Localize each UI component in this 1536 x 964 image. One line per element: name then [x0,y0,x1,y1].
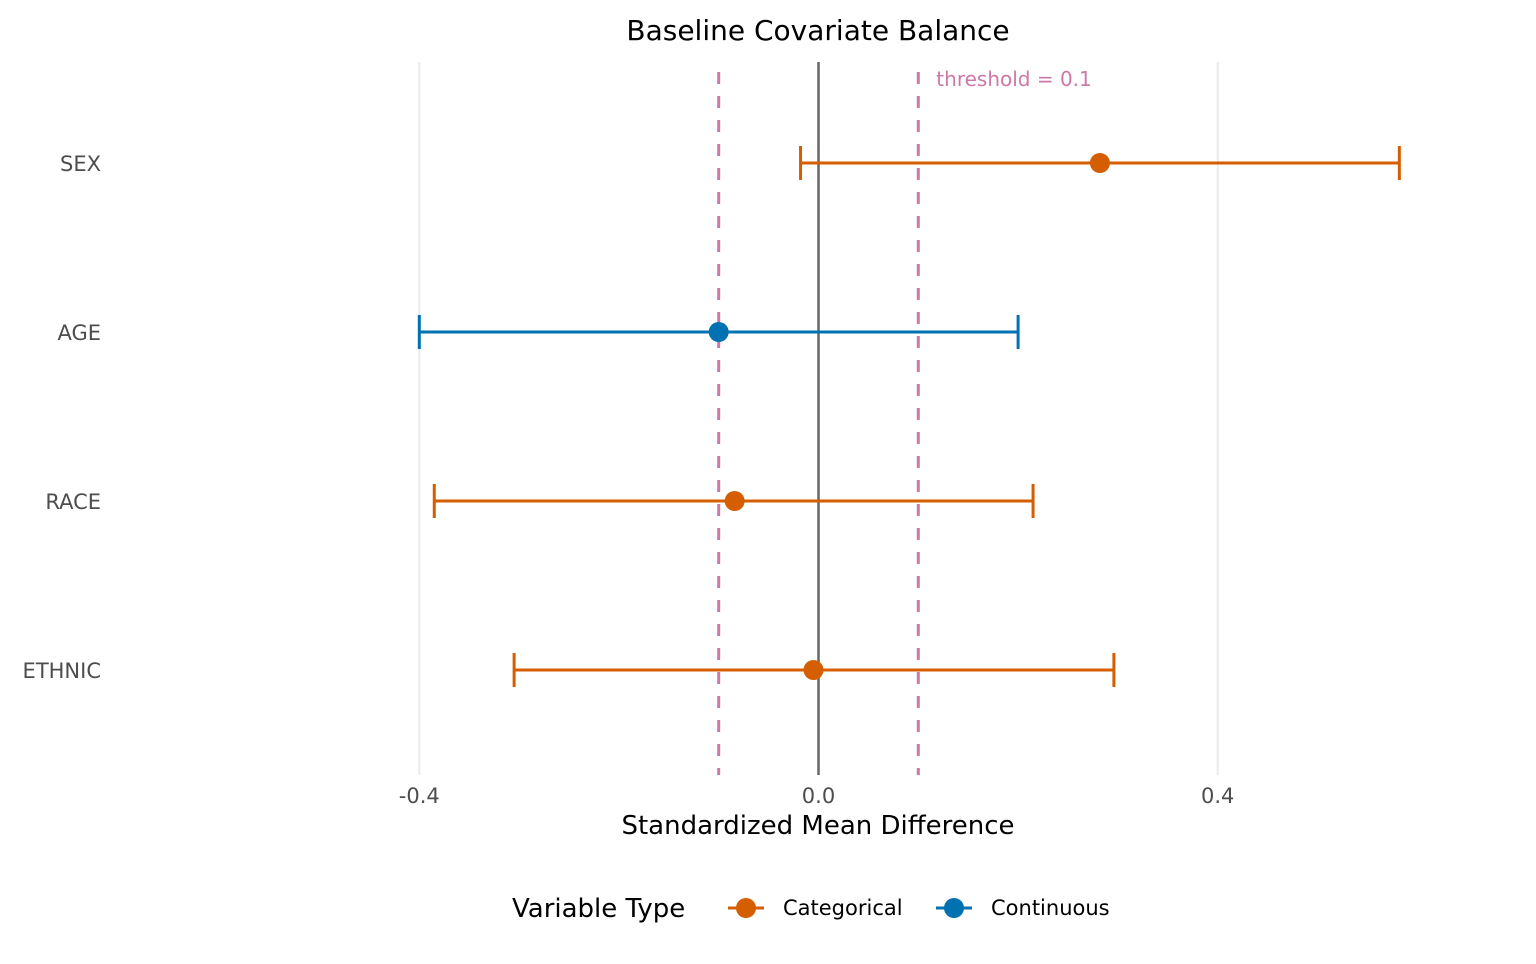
data-point [708,322,729,342]
data-points [708,153,1110,680]
legend-entries: Categorical Continuous [728,896,1110,920]
data-point [724,491,745,511]
legend-title: Variable Type [512,894,685,924]
x-tick-label: 0.0 [802,784,835,808]
x-tick-label: 0.4 [1201,784,1234,808]
legend-label: Categorical [783,896,903,920]
data-point [803,660,824,680]
chart-title: Baseline Covariate Balance [626,14,1009,47]
legend-key-point [944,898,964,918]
threshold-annotation: threshold = 0.1 [936,67,1091,91]
y-tick-label: AGE [57,321,101,345]
error-bars [417,146,1401,687]
legend-entry: Categorical [728,896,903,920]
x-axis-title: Standardized Mean Difference [621,811,1014,841]
y-tick-label: SEX [60,152,101,176]
data-point [1089,153,1110,173]
x-axis-tick-labels: -0.4 0.0 0.4 [399,784,1235,808]
legend-key-point [736,898,756,918]
annotations: threshold = 0.1 [936,67,1091,91]
x-tick-label: -0.4 [399,784,440,808]
y-axis-labels: SEX AGE RACE ETHNIC [23,152,101,683]
legend-entry: Continuous [936,896,1110,920]
y-tick-label: ETHNIC [23,659,101,683]
legend-label: Continuous [991,896,1110,920]
threshold-lines [717,72,920,775]
legend: Variable Type Categorical Continuous [512,894,1110,924]
y-tick-label: RACE [45,490,101,514]
